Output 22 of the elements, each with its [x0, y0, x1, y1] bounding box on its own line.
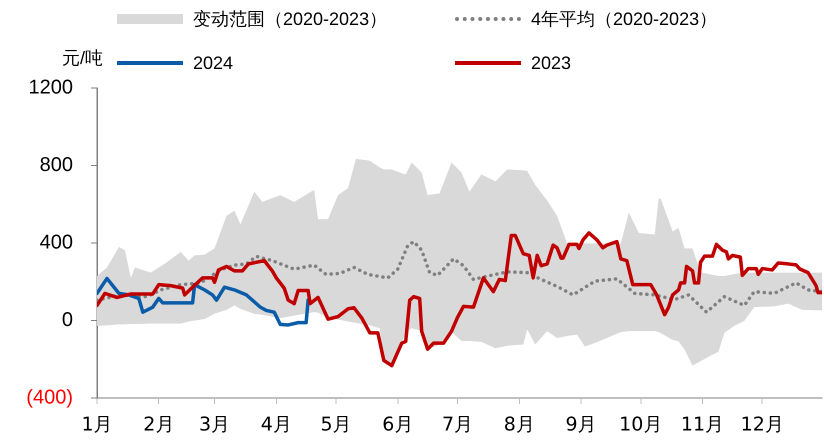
x-tick-label: 10月 — [619, 413, 662, 436]
x-tick-label: 12月 — [740, 413, 784, 436]
legend-label: 2023 — [531, 52, 572, 74]
x-tick-label: 8月 — [504, 413, 535, 436]
y-tick-label: 0 — [62, 309, 73, 332]
legend-label: 2024 — [193, 52, 234, 74]
x-tick-label: 3月 — [198, 413, 230, 436]
y-tick-label: (400) — [26, 386, 73, 409]
x-tick-label: 2月 — [143, 413, 174, 436]
x-tick-label: 9月 — [565, 413, 597, 436]
legend-label: 变动范围（2020-2023） — [193, 8, 388, 31]
y-tick-label: 400 — [40, 232, 73, 254]
x-tick-label: 4月 — [260, 413, 292, 436]
x-tick-label: 1月 — [81, 413, 113, 436]
y-tick-label: 1200 — [28, 76, 73, 99]
legend-label: 4年平均（2020-2023） — [531, 8, 718, 31]
x-tick-label: 5月 — [320, 413, 352, 436]
x-tick-label: 7月 — [442, 413, 474, 436]
y-tick-label: 800 — [40, 154, 73, 176]
y-axis-title: 元/吨 — [62, 47, 104, 70]
x-tick-label: 6月 — [382, 413, 414, 436]
x-tick-label: 11月 — [680, 413, 724, 436]
